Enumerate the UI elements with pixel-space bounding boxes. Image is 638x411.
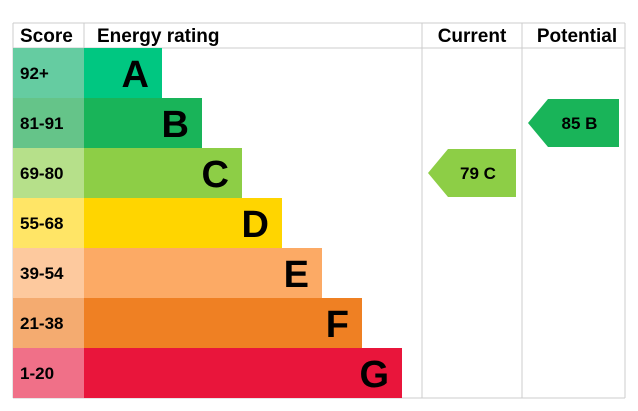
band-bar-d [84, 198, 282, 248]
band-letter-f: F [326, 304, 349, 346]
score-label-f: 21-38 [20, 314, 63, 333]
score-cell-b [13, 98, 84, 148]
band-bar-c [84, 148, 242, 198]
score-label-c: 69-80 [20, 164, 63, 183]
header-energy-rating: Energy rating [97, 26, 219, 47]
rating-bands: 92+ A 81-91 B 69-80 C 55-68 D 39-54 E 21-38 F 1-20 G [13, 48, 402, 398]
score-cell-f [13, 298, 84, 348]
header-potential: Potential [537, 26, 617, 47]
score-label-g: 1-20 [20, 364, 54, 383]
current-rating-arrow [428, 149, 516, 197]
score-label-b: 81-91 [20, 114, 63, 133]
band-bar-g [84, 348, 402, 398]
score-label-a: 92+ [20, 64, 49, 83]
band-bar-a [84, 48, 162, 98]
band-letter-d: D [242, 204, 269, 246]
band-letter-c: C [202, 154, 229, 196]
header-score: Score [20, 26, 73, 47]
band-letter-g: G [359, 354, 389, 396]
band-letter-a: A [122, 54, 149, 96]
header-current: Current [438, 26, 507, 47]
potential-rating-label: 85 B [562, 114, 598, 133]
band-letter-e: E [284, 254, 309, 296]
score-cell-e [13, 248, 84, 298]
band-bar-f [84, 298, 362, 348]
score-cell-a [13, 48, 84, 98]
score-label-d: 55-68 [20, 214, 63, 233]
score-cell-d [13, 198, 84, 248]
score-cell-g [13, 348, 84, 398]
potential-rating-arrow [528, 99, 619, 147]
band-bar-b [84, 98, 202, 148]
current-rating-label: 79 C [460, 164, 496, 183]
score-label-e: 39-54 [20, 264, 64, 283]
band-bar-e [84, 248, 322, 298]
band-letter-b: B [162, 104, 189, 146]
rating-markers: 79 C 85 B [428, 99, 619, 197]
score-cell-c [13, 148, 84, 198]
